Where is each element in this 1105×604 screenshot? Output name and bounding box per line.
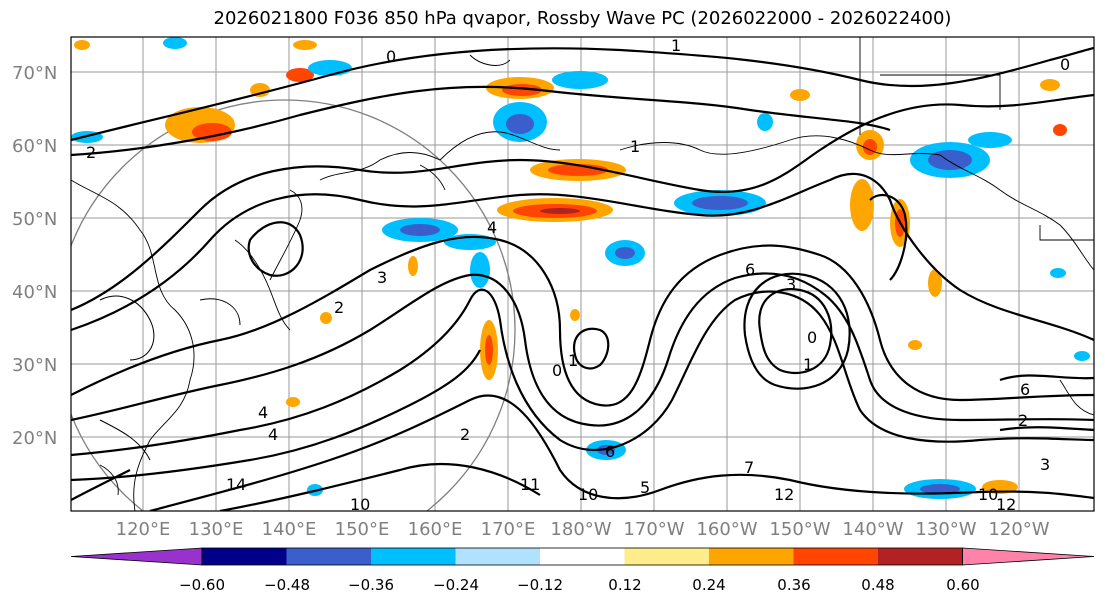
colorbar-segment bbox=[709, 548, 794, 565]
contour-label: 6 bbox=[745, 260, 755, 279]
contour-label: 14 bbox=[226, 475, 246, 494]
contour-label: 2 bbox=[86, 143, 96, 162]
colorbar-segment bbox=[286, 548, 372, 565]
contour-label: 1 bbox=[568, 351, 578, 370]
map-plot-area bbox=[71, 37, 1094, 511]
colorbar-segment bbox=[455, 548, 541, 565]
contour-label: 0 bbox=[1060, 55, 1070, 74]
colorbar-segment bbox=[793, 548, 879, 565]
contour-label: 3 bbox=[1040, 455, 1050, 474]
lon-label: 130°W bbox=[915, 519, 976, 540]
lon-label: 150°W bbox=[769, 519, 830, 540]
map-title: 2026021800 F036 850 hPa qvapor, Rossby W… bbox=[213, 8, 952, 29]
contour-label: 12 bbox=[774, 485, 794, 504]
lon-label: 170°E bbox=[481, 519, 536, 540]
lon-label: 120°E bbox=[116, 519, 171, 540]
contour-label: 0 bbox=[386, 47, 396, 66]
contour-label: 11 bbox=[520, 475, 540, 494]
colorbar-frame bbox=[201, 547, 963, 566]
contour-label: 4 bbox=[487, 218, 497, 237]
colorbar-extend-high bbox=[962, 547, 1095, 566]
map-frame bbox=[70, 36, 1095, 512]
contour-lines bbox=[71, 46, 1094, 511]
contour-label: 0 bbox=[807, 328, 817, 347]
lon-label: 140°W bbox=[842, 519, 903, 540]
lon-label: 170°W bbox=[623, 519, 684, 540]
contour-label: 1 bbox=[630, 137, 640, 156]
contour-label: 12 bbox=[996, 495, 1016, 514]
colorbar-tick-label: −0.24 bbox=[433, 576, 479, 594]
contour-label: 1 bbox=[803, 355, 813, 374]
lat-label: 20°N bbox=[12, 428, 57, 449]
contour-label: 2 bbox=[460, 425, 470, 444]
colorbar-ticks: −0.60 −0.48 −0.36 −0.24 −0.12 0.12 0.24 … bbox=[179, 576, 980, 594]
colorbar-tick-label: −0.12 bbox=[517, 576, 563, 594]
lon-label: 150°E bbox=[335, 519, 390, 540]
contour-label: 4 bbox=[268, 425, 278, 444]
lon-label: 160°E bbox=[408, 519, 463, 540]
colorbar-tick-label: −0.48 bbox=[264, 576, 310, 594]
contour-label: 7 bbox=[744, 458, 754, 477]
latitude-axis: 70°N 60°N 50°N 40°N 30°N 20°N bbox=[12, 63, 57, 449]
contour-label: 3 bbox=[786, 275, 796, 294]
contour-label: 2 bbox=[334, 298, 344, 317]
lat-label: 30°N bbox=[12, 355, 57, 376]
colorbar-tick-label: 0.36 bbox=[777, 576, 810, 594]
coastlines bbox=[71, 37, 1094, 511]
colorbar-tick-label: 0.48 bbox=[861, 576, 894, 594]
lon-label: 130°E bbox=[189, 519, 244, 540]
contour-label: 6 bbox=[1020, 380, 1030, 399]
lat-label: 50°N bbox=[12, 209, 57, 230]
contour-label: 4 bbox=[258, 403, 268, 422]
colorbar-extend-low bbox=[70, 547, 203, 566]
lon-label: 120°W bbox=[988, 519, 1049, 540]
colorbar-segments bbox=[70, 547, 1095, 566]
lat-label: 60°N bbox=[12, 136, 57, 157]
lat-label: 40°N bbox=[12, 282, 57, 303]
lon-label: 140°E bbox=[262, 519, 317, 540]
lon-label: 160°W bbox=[696, 519, 757, 540]
colorbar-segment bbox=[371, 548, 456, 565]
contour-label: 10 bbox=[350, 495, 370, 514]
contour-label: 10 bbox=[978, 485, 998, 504]
colorbar-tick-label: 0.12 bbox=[608, 576, 641, 594]
contour-label: 6 bbox=[605, 442, 615, 461]
colorbar-segment bbox=[624, 548, 710, 565]
longitude-axis: 120°E 130°E 140°E 150°E 160°E 170°E 180°… bbox=[116, 519, 1050, 540]
lat-label: 70°N bbox=[12, 63, 57, 84]
colorbar-tick-label: −0.60 bbox=[179, 576, 225, 594]
colorbar-segment bbox=[202, 548, 287, 565]
contour-label: 1 bbox=[671, 36, 681, 55]
contour-label: 5 bbox=[640, 478, 650, 497]
lon-label: 180°W bbox=[550, 519, 611, 540]
contour-value-labels: 1 0 0 1 2 2 4 3 6 3 0 1 2 6 4 11 10 12 1… bbox=[86, 36, 1070, 514]
contour-label: 10 bbox=[578, 485, 598, 504]
colorbar-segment bbox=[540, 548, 625, 565]
contour-label: 3 bbox=[377, 268, 387, 287]
qvapor-anomaly-shading bbox=[71, 37, 1090, 499]
colorbar-tick-label: 0.60 bbox=[946, 576, 979, 594]
colorbar-tick-label: −0.36 bbox=[348, 576, 394, 594]
colorbar-segment bbox=[878, 548, 963, 565]
colorbar: −0.60 −0.48 −0.36 −0.24 −0.12 0.12 0.24 … bbox=[70, 547, 1095, 594]
contour-label: 0 bbox=[552, 361, 562, 380]
contour-label: 2 bbox=[1018, 411, 1028, 430]
colorbar-tick-label: 0.24 bbox=[692, 576, 725, 594]
